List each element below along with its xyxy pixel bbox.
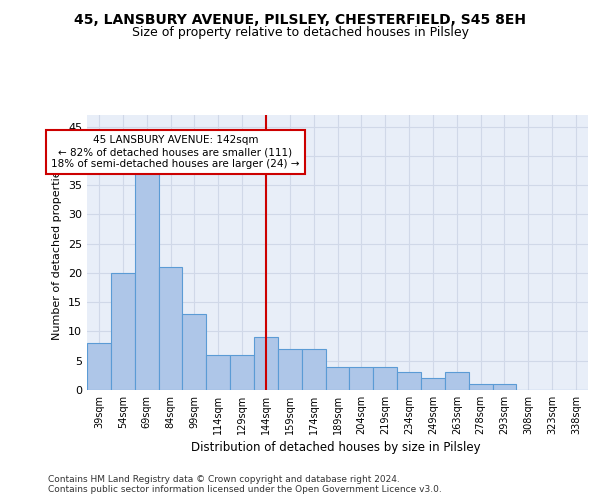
Bar (206, 355, 230, 390)
Text: Contains HM Land Registry data © Crown copyright and database right 2024.: Contains HM Land Registry data © Crown c… (48, 474, 400, 484)
Text: Distribution of detached houses by size in Pilsley: Distribution of detached houses by size … (191, 441, 481, 454)
Bar (111, 273, 135, 390)
Bar (373, 366, 397, 390)
Bar (158, 267, 182, 390)
Text: Contains public sector information licensed under the Open Government Licence v3: Contains public sector information licen… (48, 484, 442, 494)
Text: Size of property relative to detached houses in Pilsley: Size of property relative to detached ho… (131, 26, 469, 39)
Bar (421, 378, 445, 390)
Bar (135, 132, 158, 390)
Bar (182, 314, 206, 390)
Y-axis label: Number of detached properties: Number of detached properties (52, 165, 62, 340)
Bar (278, 349, 302, 390)
Text: 45 LANSBURY AVENUE: 142sqm
← 82% of detached houses are smaller (111)
18% of sem: 45 LANSBURY AVENUE: 142sqm ← 82% of deta… (51, 136, 299, 168)
Bar (254, 338, 278, 390)
Bar (445, 372, 469, 390)
Bar (493, 384, 517, 390)
Bar (349, 366, 373, 390)
Bar (230, 355, 254, 390)
Text: 45, LANSBURY AVENUE, PILSLEY, CHESTERFIELD, S45 8EH: 45, LANSBURY AVENUE, PILSLEY, CHESTERFIE… (74, 12, 526, 26)
Bar (326, 366, 349, 390)
Bar (87, 343, 111, 390)
Bar (302, 349, 326, 390)
Bar (397, 372, 421, 390)
Bar (469, 384, 493, 390)
